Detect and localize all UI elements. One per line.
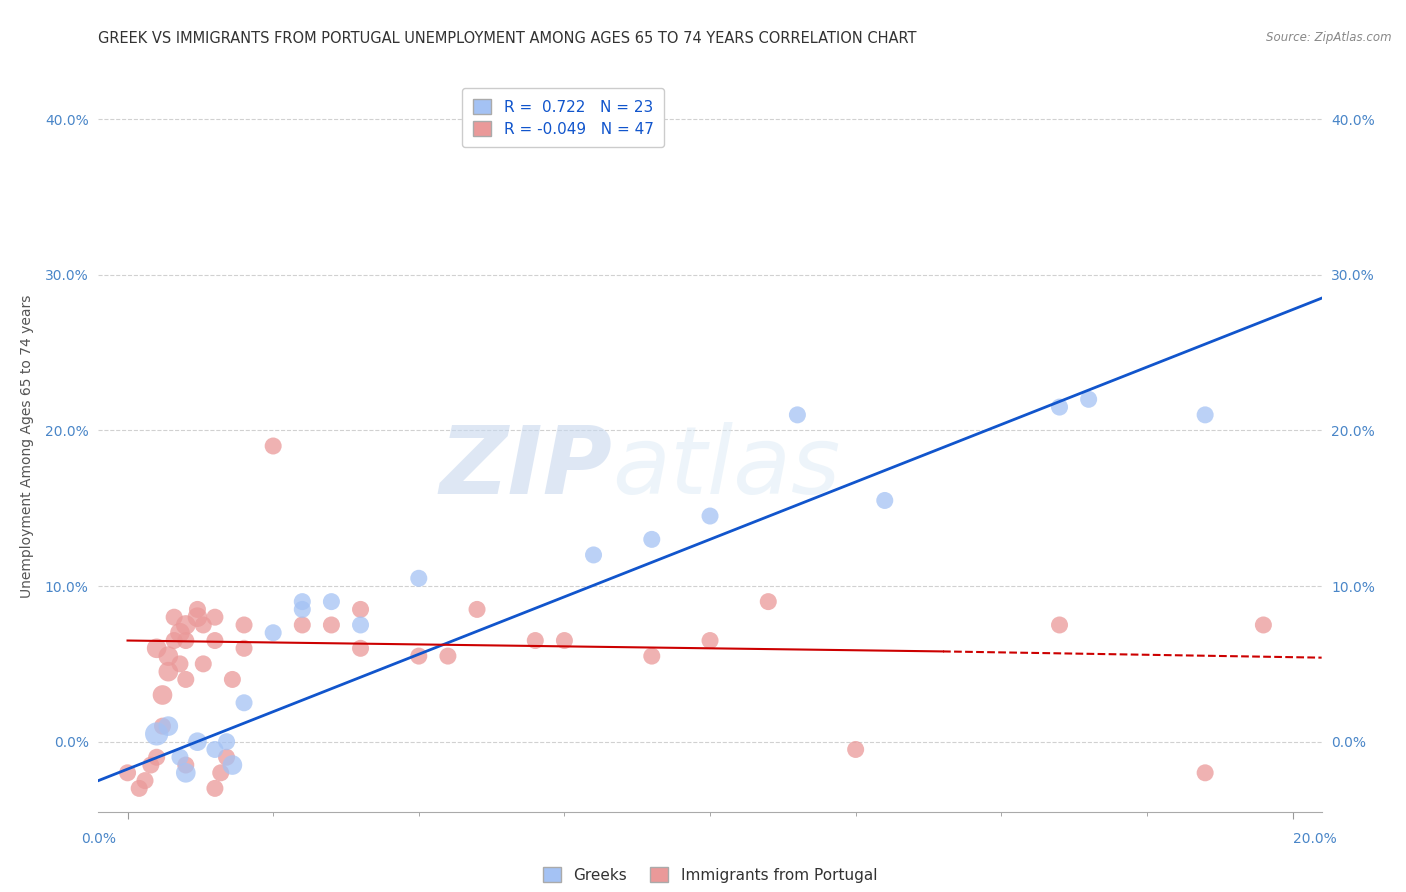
Point <box>291 618 314 632</box>
Point <box>152 688 174 702</box>
Point <box>209 765 232 780</box>
Point <box>756 594 779 608</box>
Point <box>169 750 191 764</box>
Point <box>262 439 284 453</box>
Point <box>174 758 197 772</box>
Legend: Greeks, Immigrants from Portugal: Greeks, Immigrants from Portugal <box>534 857 886 892</box>
Point <box>582 548 605 562</box>
Point <box>699 633 721 648</box>
Point <box>641 533 664 547</box>
Point <box>845 742 868 756</box>
Point <box>186 734 208 748</box>
Point <box>1194 408 1216 422</box>
Point <box>163 610 186 624</box>
Point <box>291 602 314 616</box>
Point <box>139 758 162 772</box>
Point <box>215 734 238 748</box>
Point <box>1194 765 1216 780</box>
Point <box>152 719 174 733</box>
Text: 0.0%: 0.0% <box>82 832 115 846</box>
Point <box>204 742 226 756</box>
Text: Source: ZipAtlas.com: Source: ZipAtlas.com <box>1267 31 1392 45</box>
Point <box>465 602 488 616</box>
Point <box>1049 618 1071 632</box>
Point <box>163 633 186 648</box>
Point <box>1253 618 1275 632</box>
Point <box>233 696 256 710</box>
Point <box>157 719 180 733</box>
Point <box>1049 400 1071 414</box>
Point <box>157 665 180 679</box>
Point <box>291 594 314 608</box>
Point <box>128 781 150 796</box>
Point <box>221 758 243 772</box>
Point <box>145 727 167 741</box>
Y-axis label: Unemployment Among Ages 65 to 74 years: Unemployment Among Ages 65 to 74 years <box>20 294 34 598</box>
Point <box>349 602 371 616</box>
Point <box>186 602 208 616</box>
Point <box>349 618 371 632</box>
Point <box>186 610 208 624</box>
Point <box>157 649 180 664</box>
Text: ZIP: ZIP <box>439 422 612 514</box>
Point <box>134 773 156 788</box>
Point <box>204 633 226 648</box>
Point <box>193 618 215 632</box>
Point <box>699 509 721 524</box>
Point <box>321 594 343 608</box>
Point <box>145 750 167 764</box>
Point <box>1077 392 1099 407</box>
Point <box>174 618 197 632</box>
Point <box>553 633 575 648</box>
Point <box>408 649 430 664</box>
Point <box>262 625 284 640</box>
Point <box>174 633 197 648</box>
Point <box>117 765 139 780</box>
Point <box>349 641 371 656</box>
Point <box>641 649 664 664</box>
Point <box>524 633 547 648</box>
Point <box>786 408 808 422</box>
Point <box>145 641 167 656</box>
Text: 20.0%: 20.0% <box>1292 832 1337 846</box>
Point <box>873 493 896 508</box>
Text: GREEK VS IMMIGRANTS FROM PORTUGAL UNEMPLOYMENT AMONG AGES 65 TO 74 YEARS CORRELA: GREEK VS IMMIGRANTS FROM PORTUGAL UNEMPL… <box>98 31 917 46</box>
Text: atlas: atlas <box>612 423 841 514</box>
Point <box>174 673 197 687</box>
Point <box>169 657 191 671</box>
Point <box>233 641 256 656</box>
Point <box>221 673 243 687</box>
Point <box>169 625 191 640</box>
Point <box>233 618 256 632</box>
Point <box>193 657 215 671</box>
Point <box>437 649 460 664</box>
Point <box>321 618 343 632</box>
Point <box>408 571 430 585</box>
Point <box>174 765 197 780</box>
Point <box>204 781 226 796</box>
Point <box>215 750 238 764</box>
Point <box>204 610 226 624</box>
